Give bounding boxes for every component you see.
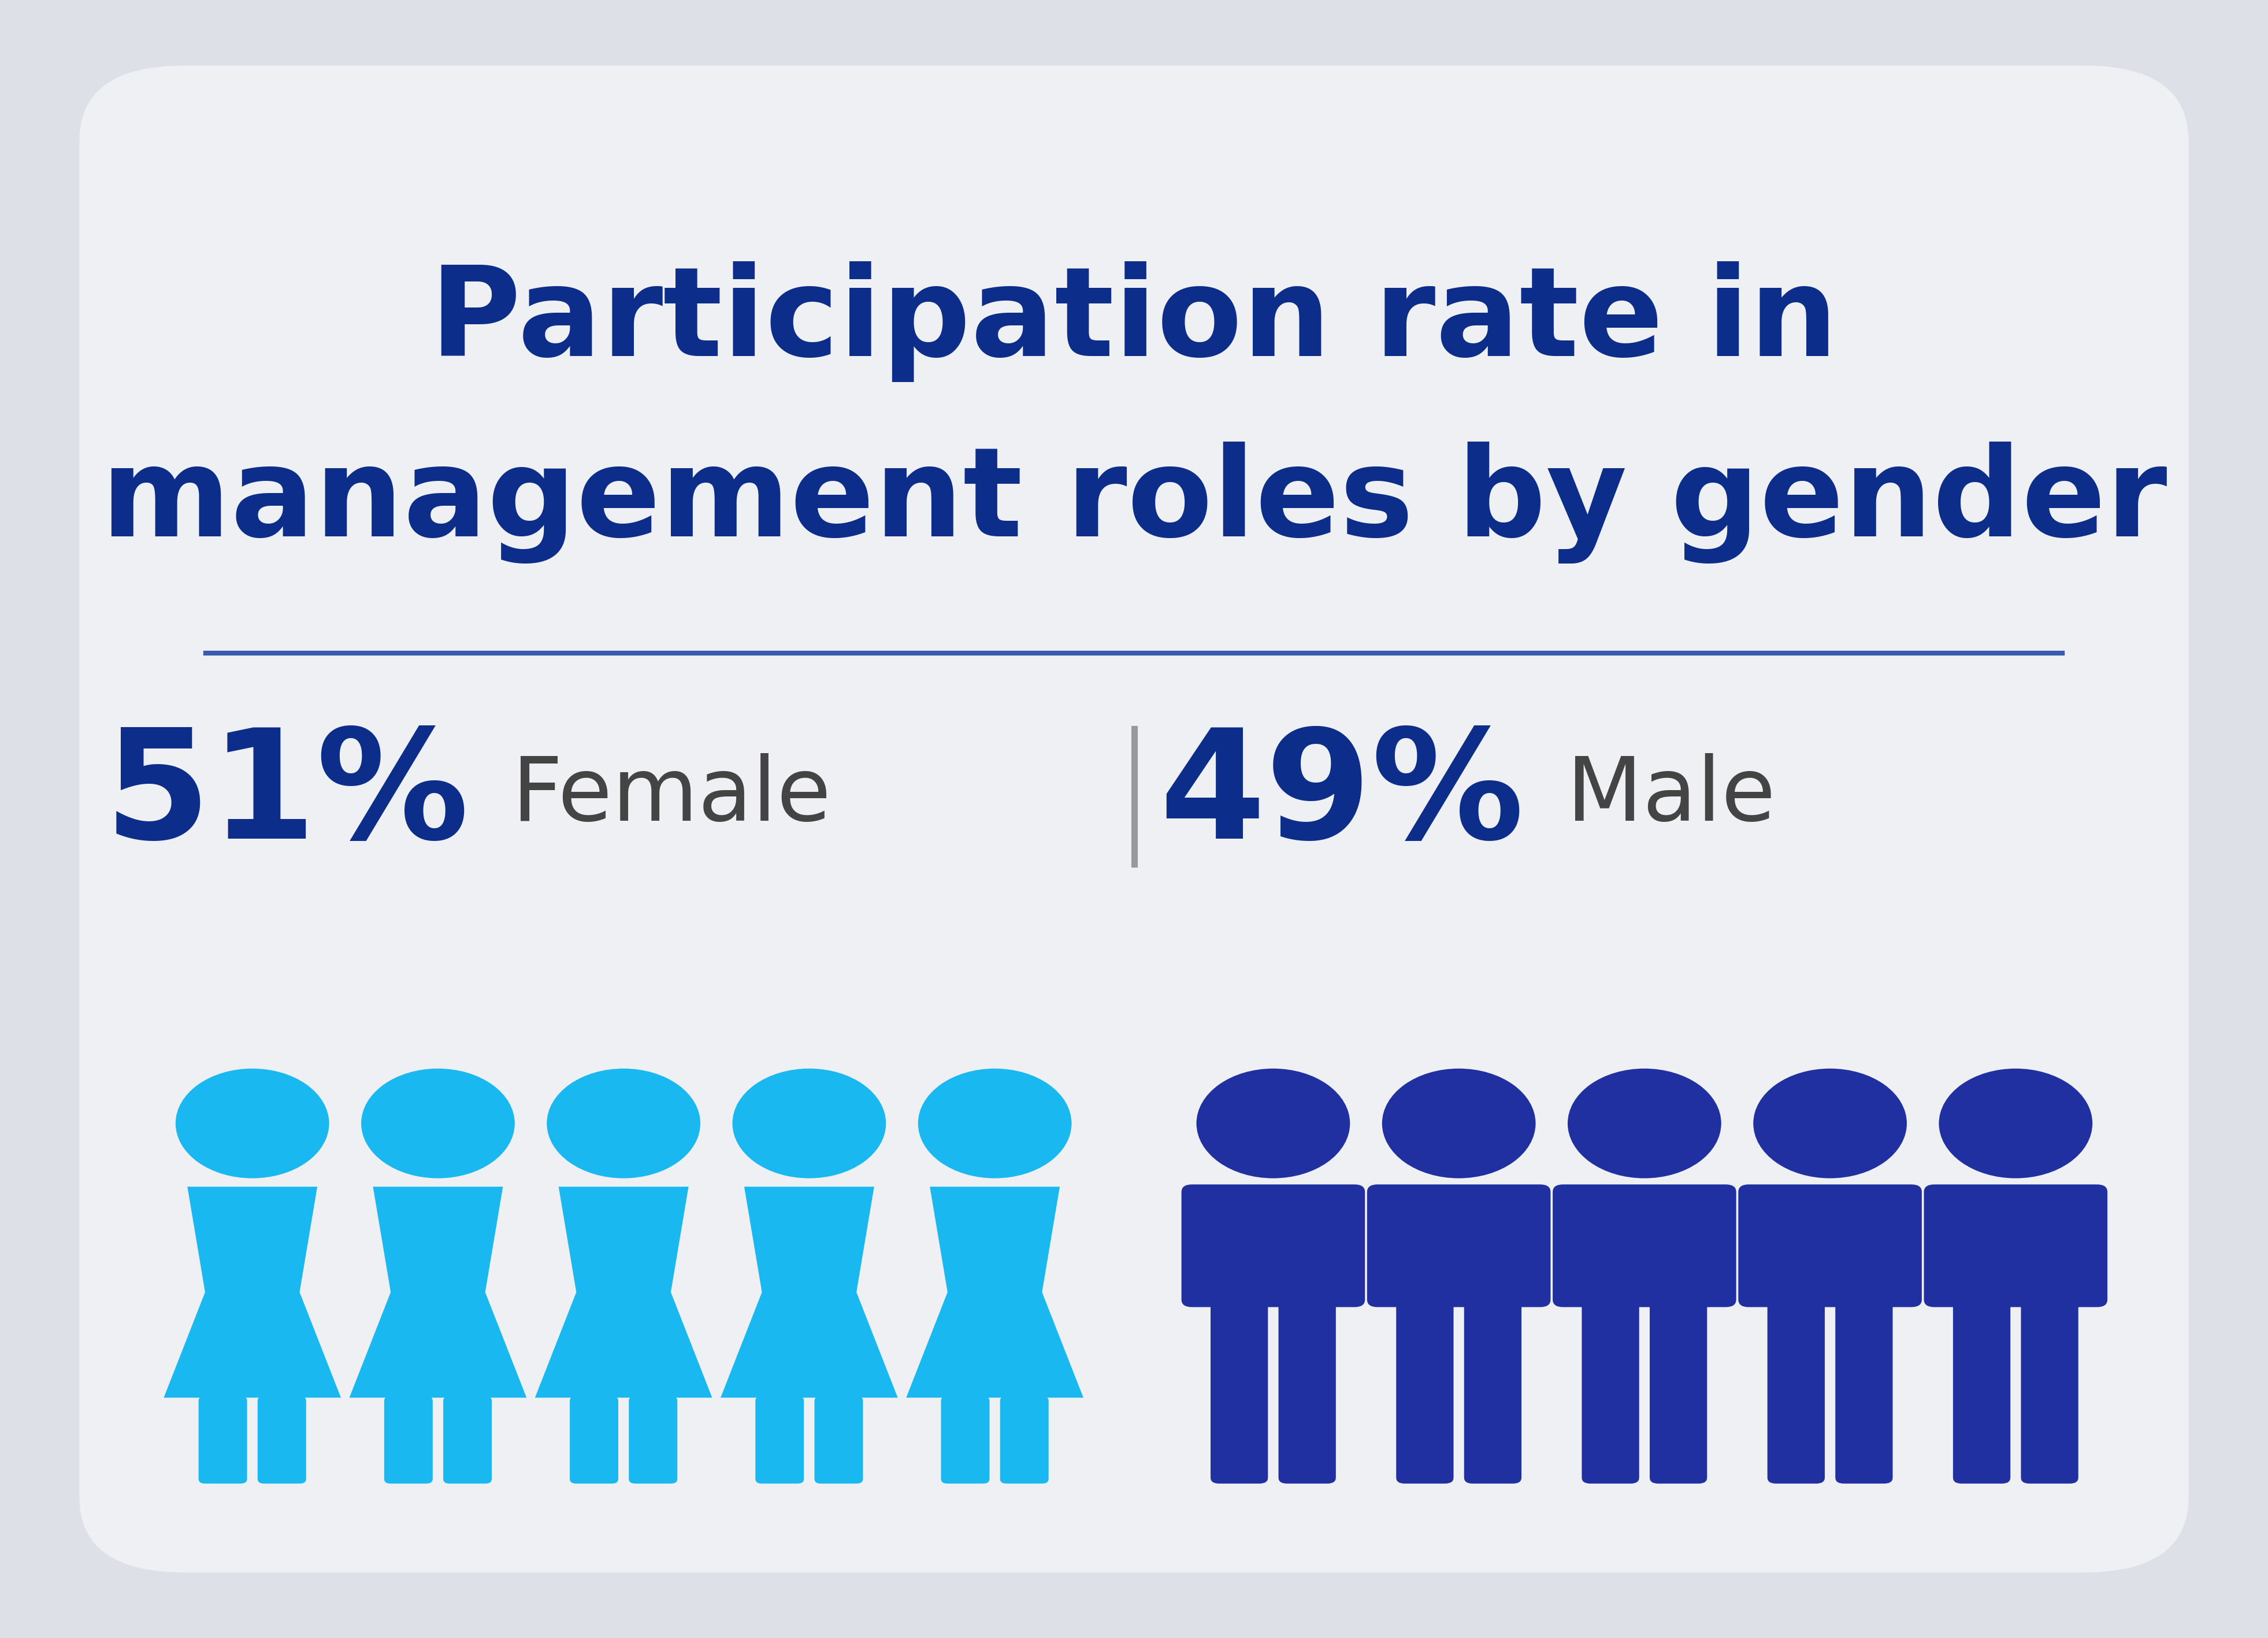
FancyBboxPatch shape (628, 1396, 678, 1484)
FancyBboxPatch shape (1465, 1296, 1522, 1484)
FancyBboxPatch shape (442, 1396, 492, 1484)
Polygon shape (535, 1186, 712, 1397)
Polygon shape (349, 1186, 526, 1397)
FancyBboxPatch shape (2021, 1296, 2077, 1484)
Polygon shape (163, 1186, 340, 1397)
FancyBboxPatch shape (1554, 1184, 1737, 1307)
Polygon shape (721, 1186, 898, 1397)
Text: 51%: 51% (104, 722, 469, 870)
FancyBboxPatch shape (814, 1396, 862, 1484)
Circle shape (1198, 1068, 1349, 1178)
FancyBboxPatch shape (79, 66, 2189, 1572)
FancyBboxPatch shape (569, 1396, 619, 1484)
FancyBboxPatch shape (1581, 1296, 1640, 1484)
Text: management roles by gender: management roles by gender (102, 442, 2166, 563)
FancyBboxPatch shape (755, 1396, 803, 1484)
Text: 49%: 49% (1159, 722, 1524, 870)
FancyBboxPatch shape (1000, 1396, 1048, 1484)
FancyBboxPatch shape (383, 1396, 433, 1484)
FancyBboxPatch shape (1397, 1296, 1454, 1484)
Circle shape (1753, 1068, 1907, 1178)
FancyBboxPatch shape (1923, 1184, 2107, 1307)
FancyBboxPatch shape (1368, 1184, 1551, 1307)
Circle shape (1381, 1068, 1535, 1178)
Text: Female: Female (513, 753, 830, 839)
Text: Male: Male (1567, 753, 1776, 839)
FancyBboxPatch shape (259, 1396, 306, 1484)
Circle shape (361, 1068, 515, 1178)
FancyBboxPatch shape (1182, 1184, 1365, 1307)
FancyBboxPatch shape (1211, 1296, 1268, 1484)
Circle shape (547, 1068, 701, 1178)
FancyBboxPatch shape (200, 1396, 247, 1484)
FancyBboxPatch shape (1835, 1296, 1894, 1484)
FancyBboxPatch shape (1953, 1296, 2009, 1484)
FancyBboxPatch shape (1649, 1296, 1708, 1484)
Circle shape (175, 1068, 329, 1178)
Circle shape (1939, 1068, 2093, 1178)
Circle shape (1567, 1068, 1721, 1178)
Circle shape (919, 1068, 1070, 1178)
FancyBboxPatch shape (1737, 1184, 1921, 1307)
Polygon shape (907, 1186, 1084, 1397)
Circle shape (733, 1068, 887, 1178)
FancyBboxPatch shape (941, 1396, 989, 1484)
Text: Participation rate in: Participation rate in (431, 262, 1837, 382)
FancyBboxPatch shape (1279, 1296, 1336, 1484)
FancyBboxPatch shape (1767, 1296, 1826, 1484)
